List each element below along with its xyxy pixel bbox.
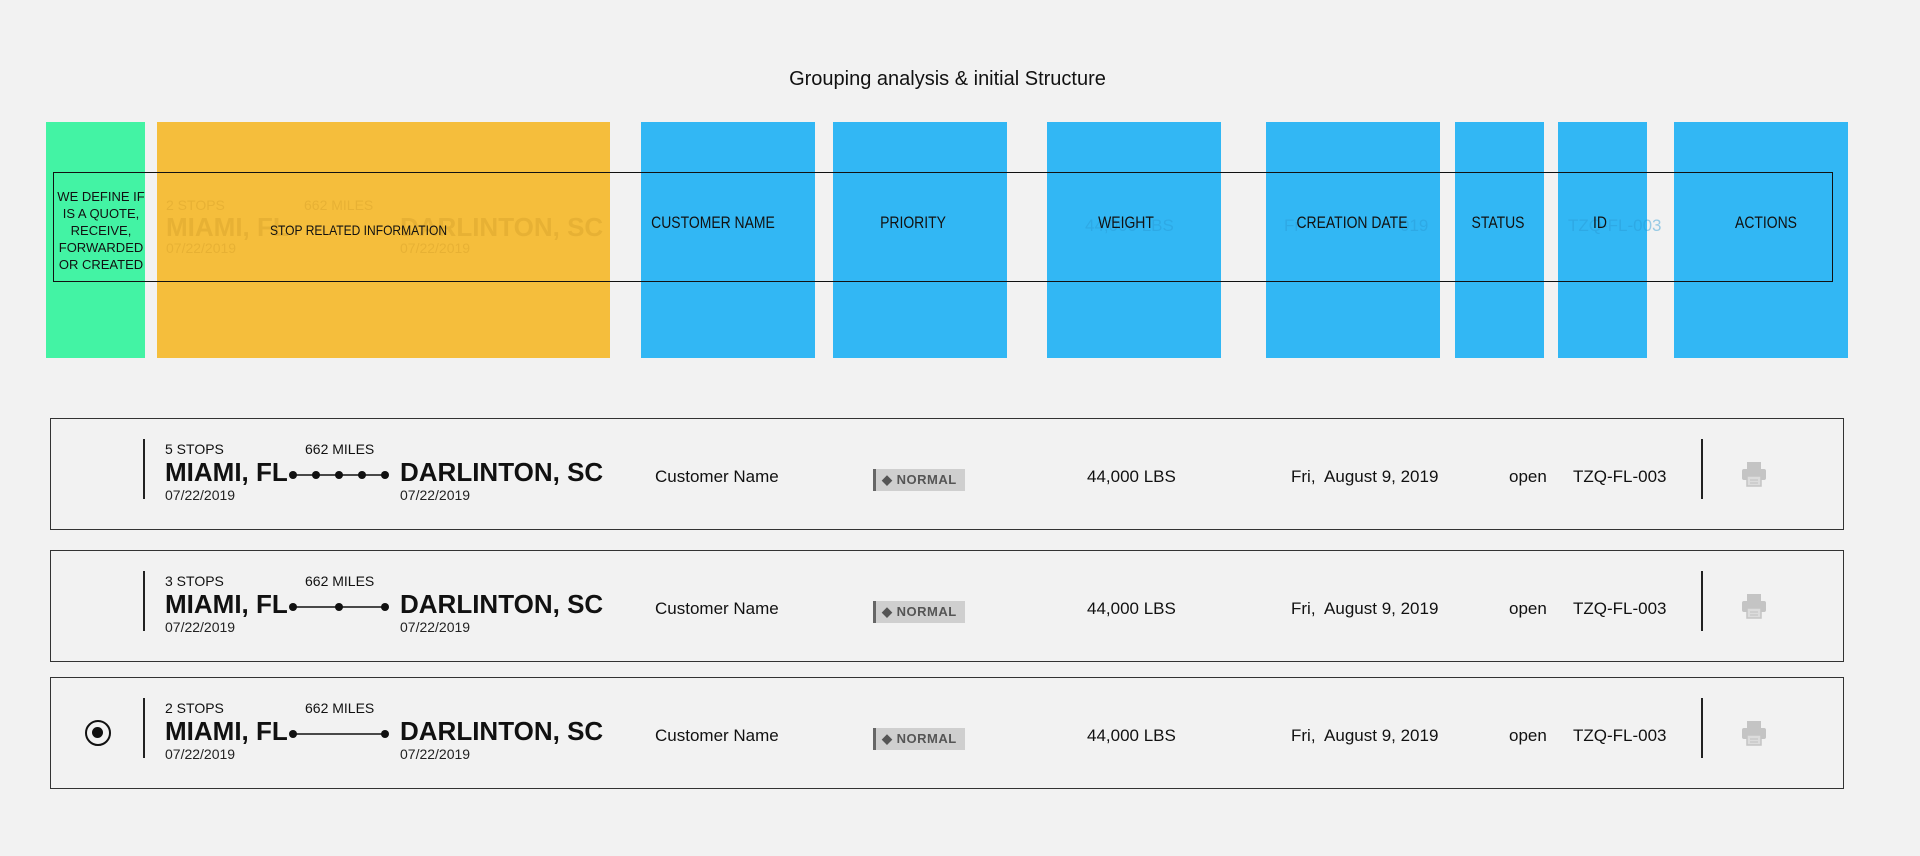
creation-date-heading: CREATION DATE xyxy=(1296,213,1408,232)
divider xyxy=(1701,698,1703,758)
shipment-id: TZQ-FL-003 xyxy=(1573,726,1667,745)
divider xyxy=(1701,571,1703,631)
ghost-origin-date: 07/22/2019 xyxy=(166,240,237,256)
id-block xyxy=(1558,122,1647,358)
stop-dot xyxy=(335,603,343,611)
priority-label: NORMAL xyxy=(896,472,957,487)
origin-date: 07/22/2019 xyxy=(165,619,236,635)
customer-name-heading: CUSTOMER NAME xyxy=(651,213,775,232)
priority-label: NORMAL xyxy=(896,731,957,746)
stop-dot xyxy=(335,471,343,479)
destination-city: DARLINTON, SC xyxy=(400,589,604,619)
diamond-icon: ◆ xyxy=(882,731,897,746)
divider xyxy=(143,439,145,499)
destination-city: DARLINTON, SC xyxy=(400,457,604,487)
creation-date-block xyxy=(1266,122,1440,358)
weight: 44,000 LBS xyxy=(1087,599,1176,618)
ghost-weight: 44,000 LBS xyxy=(1085,216,1174,235)
miles: 662 MILES xyxy=(305,441,375,457)
weight-block xyxy=(1047,122,1221,358)
origin-date: 07/22/2019 xyxy=(165,487,236,503)
stop-count: 3 STOPS xyxy=(165,573,224,589)
origin-city: MIAMI, FL xyxy=(165,716,288,746)
stop-dot xyxy=(289,730,297,738)
stop-info-label: STOP RELATED INFORMATION xyxy=(270,222,448,238)
weight-heading: WEIGHT xyxy=(1098,213,1154,232)
customer-name-block xyxy=(641,122,815,358)
status-heading: STATUS xyxy=(1471,213,1525,232)
id-heading: ID xyxy=(1593,213,1607,232)
radio-selected-icon[interactable] xyxy=(85,720,111,746)
route-line xyxy=(289,603,389,611)
ghost-creation-prefix: Fr xyxy=(1284,216,1301,235)
origin-date: 07/22/2019 xyxy=(165,746,236,762)
stop-count: 2 STOPS xyxy=(165,700,224,716)
customer-name: Customer Name xyxy=(655,467,779,486)
stop-count: 5 STOPS xyxy=(165,441,224,457)
origin-city: MIAMI, FL xyxy=(165,457,288,487)
priority-badge: ◆ NORMAL xyxy=(873,728,965,750)
stop-dot xyxy=(358,471,366,479)
status: open xyxy=(1509,467,1547,486)
shipment-id: TZQ-FL-003 xyxy=(1573,467,1667,486)
route-line xyxy=(289,730,389,738)
ghost-origin: MIAMI, FL xyxy=(166,212,289,242)
creation-date: Fri, August 9, 2019 xyxy=(1291,599,1439,618)
printer-icon[interactable] xyxy=(1739,459,1769,489)
weight: 44,000 LBS xyxy=(1087,467,1176,486)
weight: 44,000 LBS xyxy=(1087,726,1176,745)
status: open xyxy=(1509,726,1547,745)
divider xyxy=(143,698,145,758)
ghost-destination: DARLINTON, SC xyxy=(400,212,604,242)
stop-dot xyxy=(381,730,389,738)
status-block xyxy=(1455,122,1544,358)
destination-date: 07/22/2019 xyxy=(400,487,471,503)
priority-heading: PRIORITY xyxy=(880,213,946,232)
origin-city: MIAMI, FL xyxy=(165,589,288,619)
stop-dot xyxy=(289,471,297,479)
shipment-id: TZQ-FL-003 xyxy=(1573,599,1667,618)
diamond-icon: ◆ xyxy=(882,472,897,487)
stop-dot xyxy=(312,471,320,479)
diamond-icon: ◆ xyxy=(882,604,897,619)
stop-dot xyxy=(381,471,389,479)
printer-icon[interactable] xyxy=(1739,718,1769,748)
actions-heading: ACTIONS xyxy=(1735,213,1797,232)
ghost-creation-suffix: 019 xyxy=(1400,216,1429,235)
ghost-id: TZQ-FL-003 xyxy=(1568,216,1662,235)
status: open xyxy=(1509,599,1547,618)
stop-dot xyxy=(289,603,297,611)
destination-city: DARLINTON, SC xyxy=(400,716,604,746)
priority-label: NORMAL xyxy=(896,604,957,619)
priority-badge: ◆ NORMAL xyxy=(873,601,965,623)
creation-date: Fri, August 9, 2019 xyxy=(1291,467,1439,486)
ghost-miles: 662 MILES xyxy=(304,197,374,213)
divider xyxy=(143,571,145,631)
ghost-dest-date: 07/22/2019 xyxy=(400,240,471,256)
route-line xyxy=(289,471,389,479)
priority-badge: ◆ NORMAL xyxy=(873,469,965,491)
creation-date: Fri, August 9, 2019 xyxy=(1291,726,1439,745)
actions-block xyxy=(1674,122,1848,358)
customer-name: Customer Name xyxy=(655,726,779,745)
stop-dot xyxy=(381,603,389,611)
customer-name: Customer Name xyxy=(655,599,779,618)
shipment-row[interactable]: 2 STOPS 662 MILES MIAMI, FL 07/22/2019 DARLI… xyxy=(50,677,1844,789)
quote-type-block xyxy=(46,122,145,358)
quote-type-label: WE DEFINE IF IS A QUOTE, RECEIVE, FORWAR… xyxy=(57,189,145,272)
ghost-stops: 2 STOPS xyxy=(166,197,225,213)
miles: 662 MILES xyxy=(305,700,375,716)
stop-info-block xyxy=(157,122,610,358)
divider xyxy=(1701,439,1703,499)
shipment-row[interactable]: 5 STOPS 662 MILES MIAMI, FL 07/22/2019 DARLI… xyxy=(50,418,1844,530)
printer-icon[interactable] xyxy=(1739,591,1769,621)
miles: 662 MILES xyxy=(305,573,375,589)
page-title: Grouping analysis & initial Structure xyxy=(789,68,1106,90)
destination-date: 07/22/2019 xyxy=(400,746,471,762)
shipment-row[interactable]: 3 STOPS 662 MILES MIAMI, FL 07/22/2019 DARLI… xyxy=(50,550,1844,662)
destination-date: 07/22/2019 xyxy=(400,619,471,635)
priority-block xyxy=(833,122,1007,358)
